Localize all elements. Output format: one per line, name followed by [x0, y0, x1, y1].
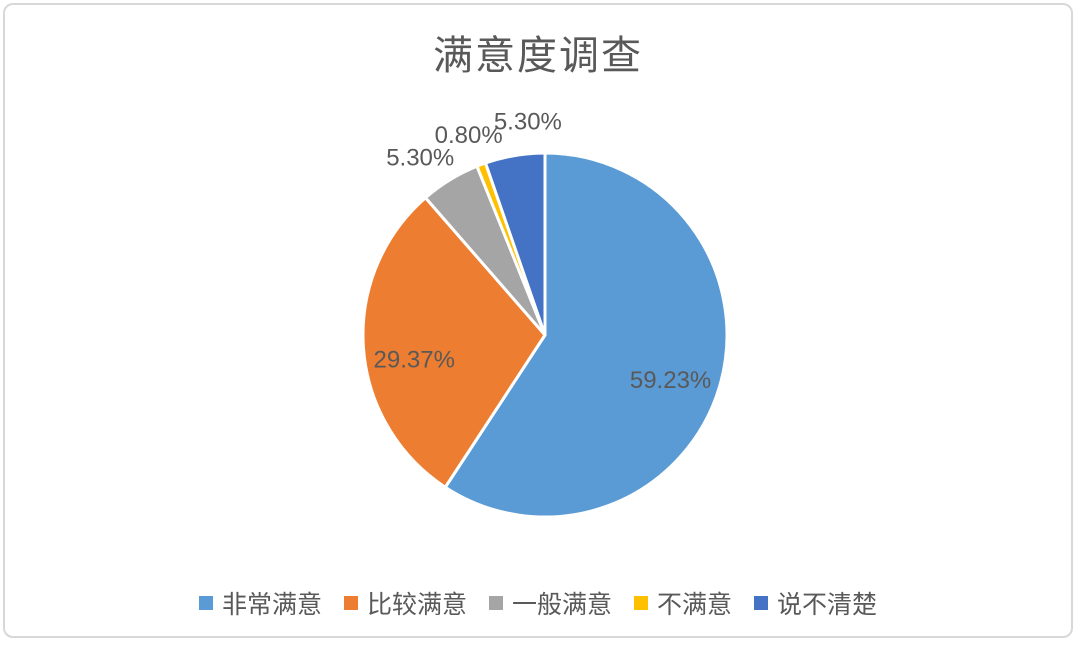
- pie-slice-1[interactable]: [443, 151, 729, 519]
- legend-label: 一般满意: [511, 591, 612, 619]
- chart-legend: 非常满意 比较满意 一般满意 不满意 说不清楚: [5, 585, 1071, 621]
- pie-slice-2[interactable]: [361, 196, 547, 489]
- chart-card: 满意度调查 59.23% 29.37% 5.30% 0.80% 5.30% 非常满意 比较…: [3, 3, 1073, 638]
- legend-marker-icon: [754, 596, 769, 610]
- data-label-1: 59.23%: [630, 367, 711, 394]
- data-label-3: 5.30%: [386, 145, 454, 172]
- legend-label: 比较满意: [366, 591, 467, 619]
- legend-marker-icon: [343, 596, 358, 610]
- pie-chart: 59.23% 29.37% 5.30%0.80%5.30%: [361, 108, 729, 519]
- legend-label: 不满意: [657, 591, 733, 619]
- legend-item-5[interactable]: 说不清楚: [754, 585, 877, 621]
- legend-marker-icon: [198, 596, 213, 610]
- legend-label: 非常满意: [221, 591, 322, 619]
- data-label-5: 5.30%: [494, 108, 562, 135]
- legend-item-2[interactable]: 比较满意: [343, 585, 467, 621]
- legend-label: 说不清楚: [777, 591, 878, 619]
- data-label-4: 0.80%: [435, 122, 503, 149]
- pie-slice-5[interactable]: [484, 151, 547, 337]
- legend-item-4[interactable]: 不满意: [634, 585, 732, 621]
- chart-title: 满意度调查: [433, 34, 643, 78]
- legend-marker-icon: [634, 596, 648, 610]
- legend-marker-icon: [488, 596, 503, 610]
- legend-item-1[interactable]: 非常满意: [198, 585, 322, 621]
- legend-item-3[interactable]: 一般满意: [488, 585, 612, 621]
- data-label-2: 29.37%: [374, 346, 455, 373]
